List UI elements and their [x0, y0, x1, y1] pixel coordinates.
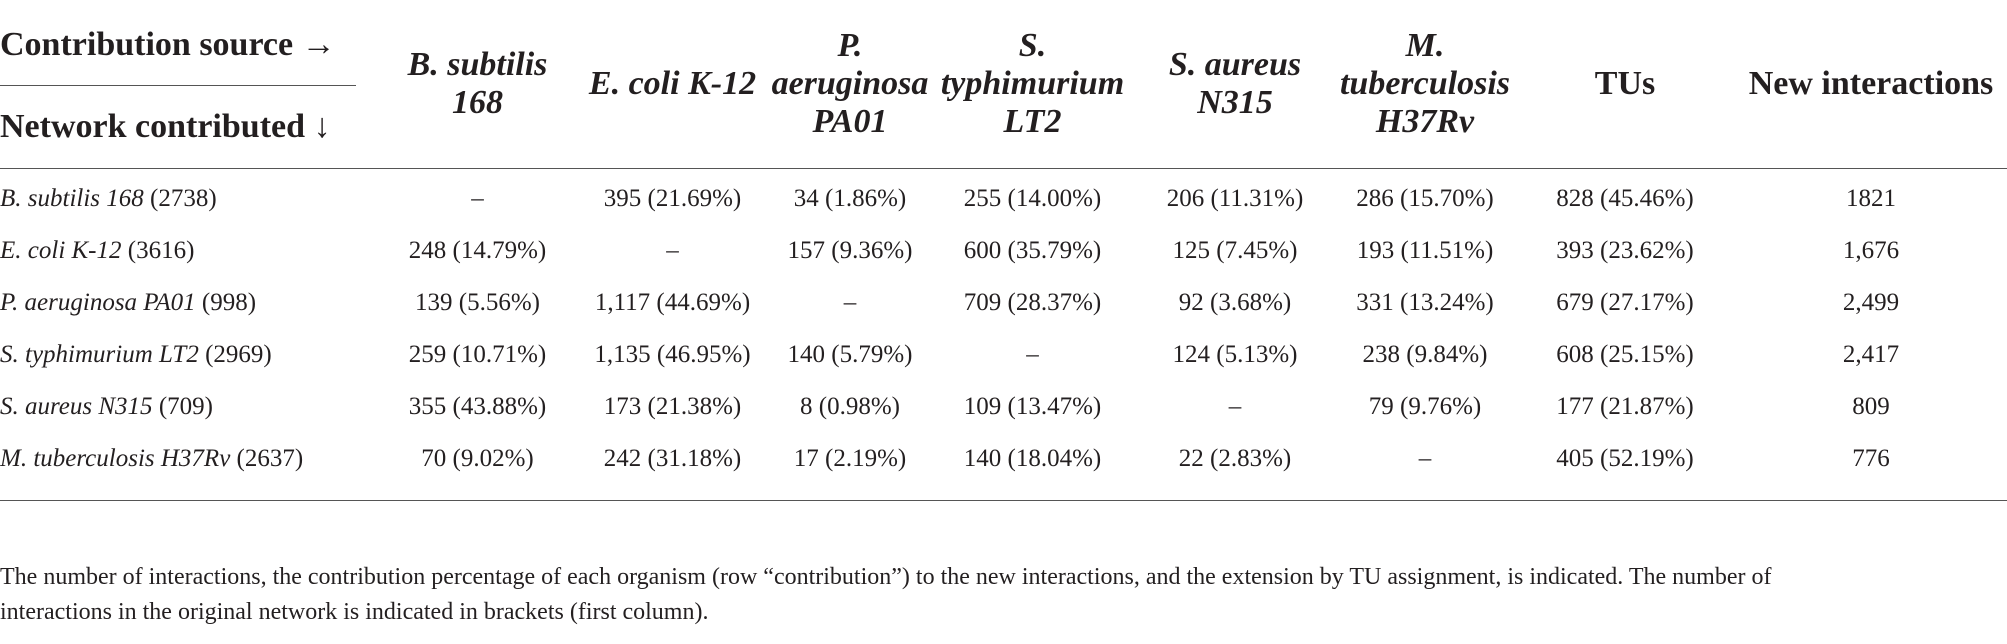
table-cell: 193 (11.51%): [1356, 237, 1494, 264]
column-header-label: E. coli K-12: [588, 65, 757, 102]
row-original-count: (2969): [205, 341, 272, 368]
row-header: B. subtilis 168 (2738): [0, 169, 380, 226]
table-cell: 2,417: [1842, 341, 1900, 368]
table-cell: 679 (27.17%): [1556, 289, 1694, 316]
table-cell: –: [1418, 445, 1432, 472]
row-original-count: (709): [158, 393, 213, 420]
table-cell: 1,135 (46.95%): [594, 341, 751, 368]
table-bottom-rule: [0, 500, 2007, 501]
header-row: Contribution source → Network contribute…: [0, 0, 2007, 169]
table-row: S. typhimurium LT2 (2969) 259 (10.71%) 1,1…: [0, 329, 2007, 381]
column-header: B. subtilis 168: [380, 0, 575, 169]
row-header: P. aeruginosa PA01 (998): [0, 277, 380, 329]
row-organism: S. typhimurium LT2: [0, 341, 199, 368]
column-header: P. aeruginosa PA01: [770, 0, 930, 169]
column-header-label: B. subtilis 168: [407, 46, 548, 121]
row-organism: M. tuberculosis H37Rv: [0, 445, 231, 472]
table-cell: 242 (31.18%): [603, 445, 742, 472]
table-cell: 248 (14.79%): [408, 237, 547, 264]
table-cell: 1,676: [1842, 237, 1900, 264]
table-cell: 809: [1852, 393, 1890, 420]
table-cell: 22 (2.83%): [1178, 445, 1292, 472]
column-header: S. aureus N315: [1135, 0, 1335, 169]
table-cell: 259 (10.71%): [408, 341, 547, 368]
table-row: P. aeruginosa PA01 (998) 139 (5.56%) 1,117…: [0, 277, 2007, 329]
table-cell: 331 (13.24%): [1356, 289, 1494, 316]
row-header: S. typhimurium LT2 (2969): [0, 329, 380, 381]
row-organism: B. subtilis 168: [0, 185, 144, 212]
column-header: New interactions: [1735, 0, 2007, 169]
table-cell: 92 (3.68%): [1178, 289, 1292, 316]
table-cell: 79 (9.76%): [1368, 393, 1482, 420]
row-header: S. aureus N315 (709): [0, 381, 380, 433]
corner-header: Contribution source → Network contribute…: [0, 0, 380, 169]
table-cell: 355 (43.88%): [408, 393, 547, 420]
row-original-count: (998): [201, 289, 257, 316]
row-organism: E. coli K-12: [0, 237, 122, 264]
table-cell: 140 (18.04%): [963, 445, 1102, 472]
table-cell: 776: [1852, 445, 1890, 472]
column-header-label: S. typhimurium LT2: [940, 27, 1125, 140]
contribution-source-label: Contribution source →: [0, 0, 356, 86]
table-cell: 125 (7.45%): [1172, 237, 1298, 264]
contribution-table: Contribution source → Network contribute…: [0, 0, 2007, 486]
footnote-line-2: interactions in the original network is …: [0, 599, 709, 625]
table-row: E. coli K-12 (3616) 248 (14.79%) – 157 (9.3…: [0, 225, 2007, 277]
column-header-label: S. aureus N315: [1168, 46, 1302, 121]
table-cell: 109 (13.47%): [963, 393, 1102, 420]
row-organism: P. aeruginosa PA01: [0, 289, 196, 316]
table-row: S. aureus N315 (709) 355 (43.88%) 173 (21.…: [0, 381, 2007, 433]
table-cell: 395 (21.69%): [603, 185, 742, 212]
table-cell: 709 (28.37%): [963, 289, 1102, 316]
table-cell: –: [1228, 393, 1242, 420]
column-header: S. typhimurium LT2: [930, 0, 1135, 169]
table-footnote: The number of interactions, the contribu…: [0, 560, 2000, 630]
table-cell: 238 (9.84%): [1362, 341, 1488, 368]
table-row: M. tuberculosis H37Rv (2637) 70 (9.02%) 24…: [0, 433, 2007, 485]
row-header: M. tuberculosis H37Rv (2637): [0, 433, 380, 485]
table-cell: 140 (5.79%): [787, 341, 913, 368]
column-header: M. tuberculosis H37Rv: [1335, 0, 1515, 169]
table-cell: –: [666, 237, 679, 264]
table-cell: 17 (2.19%): [793, 445, 907, 472]
table-cell: 139 (5.56%): [415, 289, 540, 316]
table-cell: 1821: [1846, 185, 1896, 212]
table-cell: 608 (25.15%): [1556, 341, 1694, 368]
table-cell: –: [843, 289, 857, 316]
footnote-line-1: The number of interactions, the contribu…: [0, 564, 1772, 590]
row-original-count: (2738): [150, 185, 217, 212]
row-original-count: (2637): [236, 445, 304, 472]
column-header-label: TUs: [1594, 65, 1656, 102]
table-cell: 255 (14.00%): [963, 185, 1102, 212]
table-cell: 828 (45.46%): [1556, 185, 1694, 212]
table-cell: –: [1026, 341, 1039, 368]
table-cell: 393 (23.62%): [1556, 237, 1694, 264]
table-cell: –: [471, 185, 484, 212]
table-cell: 600 (35.79%): [963, 237, 1102, 264]
table-cell: 173 (21.38%): [603, 393, 742, 420]
column-header-label: P. aeruginosa PA01: [771, 27, 929, 140]
data-table: Contribution source → Network contribute…: [0, 0, 2007, 486]
table-cell: 2,499: [1842, 289, 1900, 316]
table-body: B. subtilis 168 (2738) – 395 (21.69%) 34 (1…: [0, 169, 2007, 486]
table-cell: 405 (52.19%): [1556, 445, 1694, 472]
table-cell: 8 (0.98%): [800, 393, 900, 420]
row-original-count: (3616): [127, 237, 195, 264]
table-row: B. subtilis 168 (2738) – 395 (21.69%) 34 (1…: [0, 169, 2007, 226]
table-cell: 1,117 (44.69%): [594, 289, 751, 316]
network-contributed-label: Network contributed ↓: [0, 108, 331, 145]
column-header-label: M. tuberculosis H37Rv: [1339, 27, 1511, 140]
column-header: E. coli K-12: [575, 0, 770, 169]
table-cell: 70 (9.02%): [421, 445, 534, 472]
column-header: TUs: [1515, 0, 1735, 169]
table-cell: 124 (5.13%): [1172, 341, 1298, 368]
table-cell: 206 (11.31%): [1166, 185, 1304, 212]
table-cell: 34 (1.86%): [793, 185, 907, 212]
column-header-label: New interactions: [1748, 65, 1994, 102]
row-header: E. coli K-12 (3616): [0, 225, 380, 277]
table-cell: 177 (21.87%): [1556, 393, 1694, 420]
table-cell: 286 (15.70%): [1356, 185, 1494, 212]
row-organism: S. aureus N315: [0, 393, 153, 420]
table-cell: 157 (9.36%): [787, 237, 913, 264]
